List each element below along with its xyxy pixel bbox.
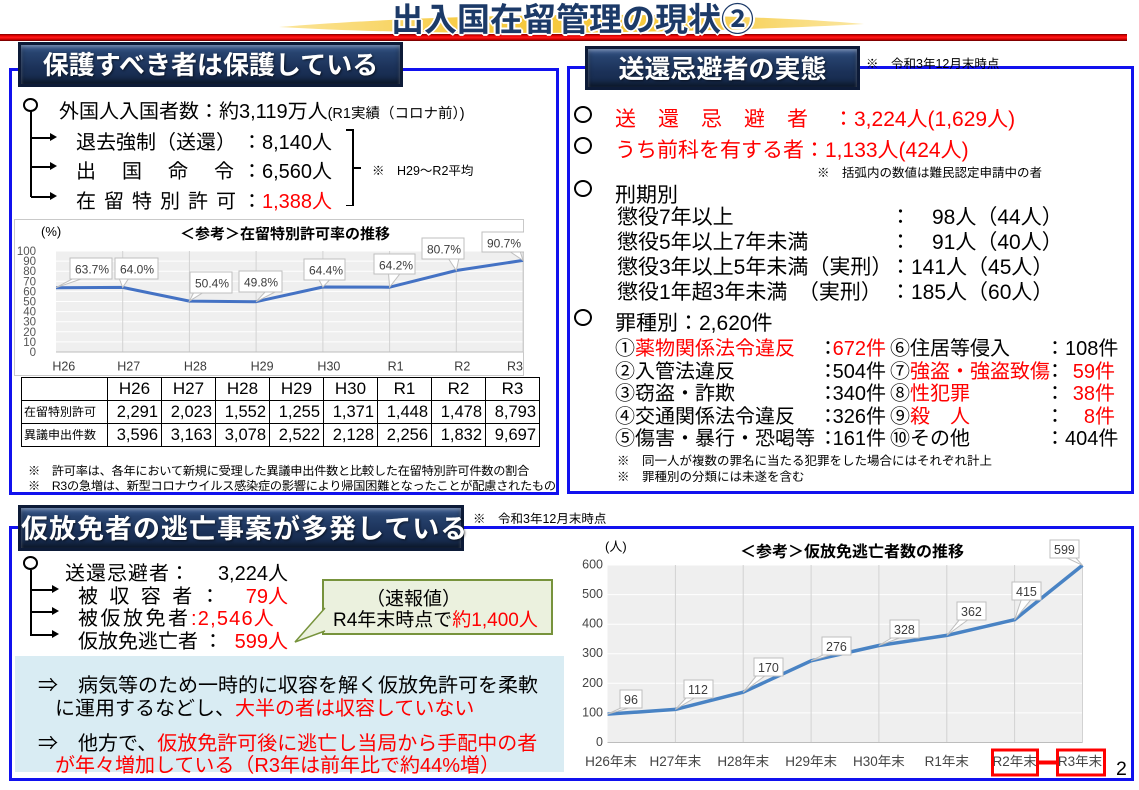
svg-text:0: 0 <box>596 735 603 749</box>
svg-text:400: 400 <box>582 617 603 631</box>
svg-text:20: 20 <box>23 327 36 339</box>
svg-text:100: 100 <box>582 705 603 719</box>
svg-text:H26年末: H26年末 <box>585 754 637 769</box>
svg-text:H28: H28 <box>184 360 207 374</box>
svg-text:R3: R3 <box>507 360 523 374</box>
svg-text:276: 276 <box>826 640 847 654</box>
svg-text:599: 599 <box>1054 543 1075 557</box>
svg-text:H30: H30 <box>317 360 340 374</box>
svg-text:＜参考＞仮放免逃亡者数の推移: ＜参考＞仮放免逃亡者数の推移 <box>740 543 964 561</box>
svg-text:10: 10 <box>23 337 36 349</box>
svg-text:50: 50 <box>23 297 36 309</box>
svg-text:R2年末: R2年末 <box>992 754 1037 769</box>
svg-text:170: 170 <box>758 661 779 675</box>
svg-text:H29: H29 <box>251 360 274 374</box>
svg-text:50.4%: 50.4% <box>195 277 229 291</box>
svg-text:H30年末: H30年末 <box>853 754 905 769</box>
svg-text:80: 80 <box>23 266 36 278</box>
svg-text:100: 100 <box>17 246 36 258</box>
svg-text:(人): (人) <box>605 539 627 554</box>
svg-text:R1年末: R1年末 <box>925 754 970 769</box>
svg-text:60: 60 <box>23 286 36 298</box>
svg-text:H29年末: H29年末 <box>785 754 837 769</box>
svg-text:328: 328 <box>894 623 915 637</box>
svg-text:H27: H27 <box>117 360 140 374</box>
svg-text:96: 96 <box>624 693 638 707</box>
svg-text:415: 415 <box>1016 585 1037 599</box>
svg-text:64.0%: 64.0% <box>120 263 154 277</box>
svg-text:R3年末: R3年末 <box>1058 754 1103 769</box>
svg-text:90: 90 <box>23 256 36 268</box>
svg-text:80.7%: 80.7% <box>427 243 461 257</box>
svg-text:＜参考＞在留特別許可率の推移: ＜参考＞在留特別許可率の推移 <box>180 226 390 243</box>
svg-text:64.2%: 64.2% <box>379 259 413 273</box>
svg-text:362: 362 <box>961 605 982 619</box>
svg-text:H28年末: H28年末 <box>717 754 769 769</box>
svg-text:70: 70 <box>23 276 36 288</box>
svg-text:90.7%: 90.7% <box>487 237 521 251</box>
svg-text:200: 200 <box>582 676 603 690</box>
svg-text:H27年末: H27年末 <box>650 754 702 769</box>
svg-text:112: 112 <box>688 683 708 697</box>
svg-text:0: 0 <box>30 347 36 359</box>
svg-text:(%): (%) <box>41 224 61 239</box>
svg-text:500: 500 <box>582 587 603 601</box>
svg-text:R2: R2 <box>454 360 470 374</box>
svg-text:H26: H26 <box>52 360 75 374</box>
svg-text:49.8%: 49.8% <box>244 276 278 290</box>
svg-text:600: 600 <box>582 558 603 572</box>
svg-text:64.4%: 64.4% <box>309 264 343 278</box>
svg-text:63.7%: 63.7% <box>75 263 109 277</box>
svg-text:40: 40 <box>23 307 36 319</box>
svg-text:R1: R1 <box>388 360 404 374</box>
svg-text:300: 300 <box>582 646 603 660</box>
svg-text:30: 30 <box>23 317 36 329</box>
